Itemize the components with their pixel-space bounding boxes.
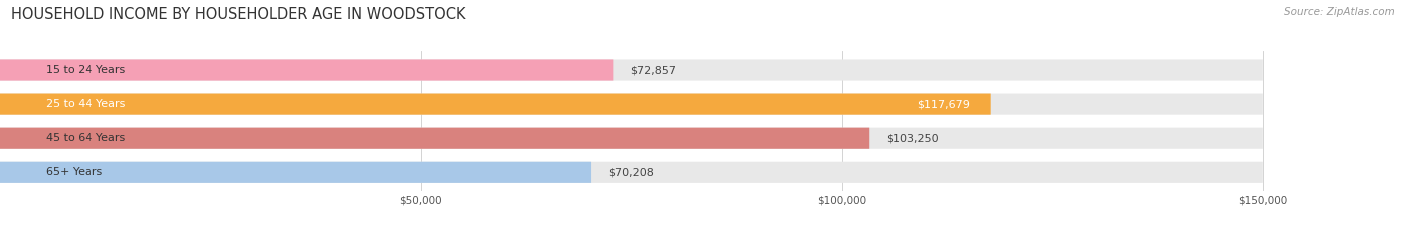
Text: HOUSEHOLD INCOME BY HOUSEHOLDER AGE IN WOODSTOCK: HOUSEHOLD INCOME BY HOUSEHOLDER AGE IN W… — [11, 7, 465, 22]
Text: 25 to 44 Years: 25 to 44 Years — [46, 99, 125, 109]
Text: $70,208: $70,208 — [607, 167, 654, 177]
FancyBboxPatch shape — [0, 93, 991, 115]
FancyBboxPatch shape — [0, 162, 591, 183]
Text: 15 to 24 Years: 15 to 24 Years — [46, 65, 125, 75]
Text: $72,857: $72,857 — [630, 65, 676, 75]
Text: 45 to 64 Years: 45 to 64 Years — [46, 133, 125, 143]
Text: $103,250: $103,250 — [886, 133, 939, 143]
FancyBboxPatch shape — [0, 162, 1263, 183]
FancyBboxPatch shape — [0, 128, 869, 149]
FancyBboxPatch shape — [0, 59, 613, 81]
FancyBboxPatch shape — [0, 93, 1263, 115]
FancyBboxPatch shape — [0, 59, 1263, 81]
Text: 65+ Years: 65+ Years — [46, 167, 103, 177]
Text: $117,679: $117,679 — [917, 99, 970, 109]
Text: Source: ZipAtlas.com: Source: ZipAtlas.com — [1284, 7, 1395, 17]
FancyBboxPatch shape — [0, 128, 1263, 149]
